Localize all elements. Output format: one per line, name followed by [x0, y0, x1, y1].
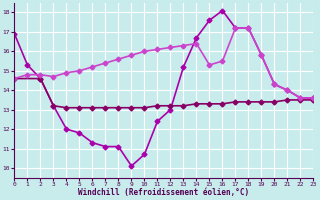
X-axis label: Windchill (Refroidissement éolien,°C): Windchill (Refroidissement éolien,°C)	[78, 188, 250, 197]
